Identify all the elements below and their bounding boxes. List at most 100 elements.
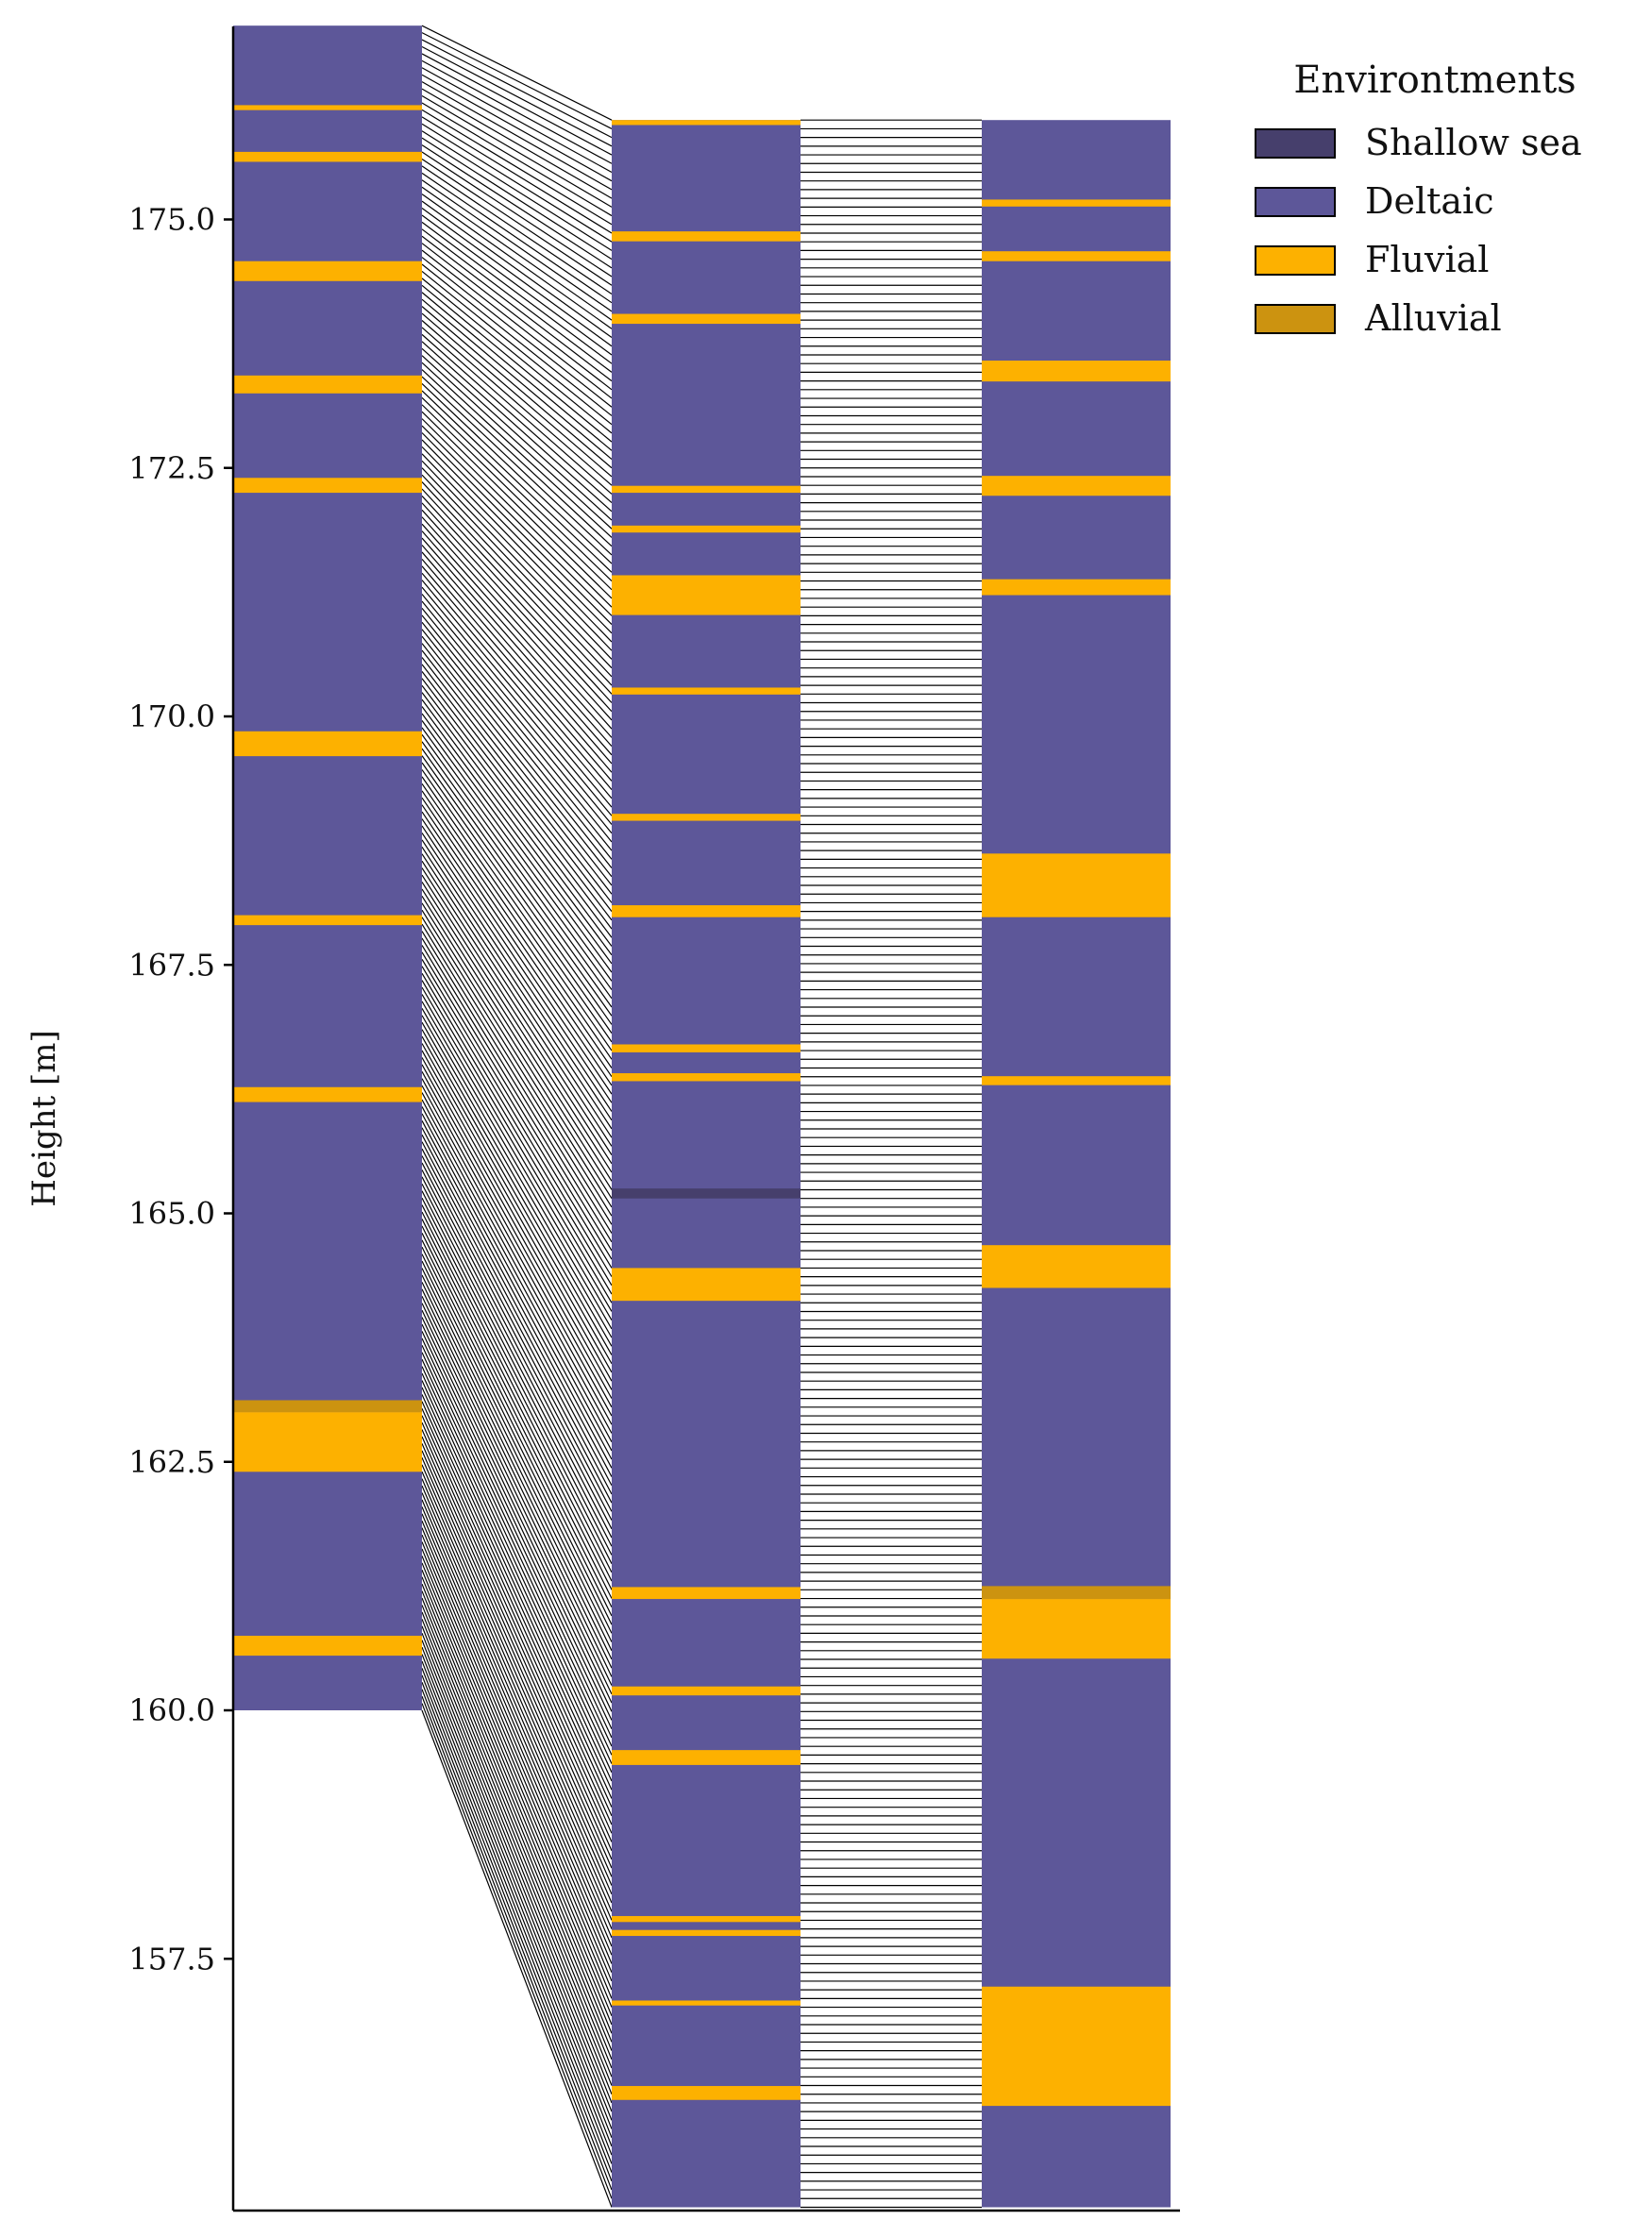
tie-line: [421, 45, 613, 147]
column-1: [233, 25, 422, 1710]
column-3: [982, 120, 1171, 2208]
tie-line: [421, 1204, 613, 1582]
tie-line: [421, 902, 613, 1208]
tie-line: [421, 1548, 613, 2008]
tie-line: [421, 896, 613, 1200]
tie-line: [421, 1303, 613, 1704]
tie-line: [421, 530, 613, 747]
tie-line: [421, 986, 613, 1312]
tie-line: [421, 1380, 613, 1799]
tie-line: [421, 1162, 613, 1530]
tie-line: [421, 1148, 613, 1512]
tie-line: [421, 1421, 613, 1851]
column-3-bed-6: [982, 853, 1171, 917]
tie-line: [421, 1337, 613, 1747]
tie-line: [421, 1556, 613, 2017]
tie-line: [421, 263, 613, 416]
tie-line: [421, 1597, 613, 2069]
column-3-bed-8: [982, 1245, 1171, 1288]
tie-line: [421, 1611, 613, 2086]
tie-line: [421, 355, 613, 530]
tie-line: [421, 692, 613, 947]
column-2: [612, 120, 801, 2208]
tie-line: [421, 432, 613, 626]
column-2-bed-12: [612, 1188, 801, 1199]
tie-line: [421, 1450, 613, 1886]
tie-line: [421, 516, 613, 730]
tie-line: [421, 888, 613, 1190]
tie-line: [421, 453, 613, 651]
tie-line: [421, 221, 613, 364]
tie-line: [421, 1689, 613, 2182]
tie-line: [421, 137, 613, 261]
y-tick-label: 157.5: [128, 1941, 215, 1976]
tie-line: [421, 966, 613, 1287]
tie-line: [421, 698, 613, 956]
tie-line: [421, 25, 613, 121]
tie-line: [421, 1239, 613, 1625]
tie-line: [421, 1534, 613, 1991]
tie-line: [421, 1682, 613, 2173]
column-1-bed-10: [233, 1412, 422, 1472]
tie-line: [421, 558, 613, 782]
tie-line: [421, 923, 613, 1234]
tie-line: [421, 460, 613, 660]
column-1-bed-8: [233, 1086, 422, 1102]
tie-line: [421, 320, 613, 486]
tie-line: [421, 1668, 613, 2156]
tie-line: [421, 200, 613, 339]
y-axis-label: Height [m]: [25, 1030, 63, 1207]
column-3-bed-11: [982, 1986, 1171, 2107]
tie-line: [421, 509, 613, 721]
tie-line: [421, 727, 613, 990]
tie-line: [421, 833, 613, 1121]
tie-line: [421, 278, 613, 434]
tie-line: [421, 411, 613, 599]
column-2-bed-20: [612, 2086, 801, 2100]
legend-label: Fluvial: [1365, 239, 1489, 280]
legend-swatch: [1255, 304, 1336, 334]
tie-lines-layer: [421, 25, 982, 2209]
column-2-bed-1: [612, 120, 801, 126]
tie-line: [421, 116, 613, 234]
tie-line: [421, 1605, 613, 2077]
tie-line: [421, 1120, 613, 1477]
tie-line: [421, 980, 613, 1304]
tie-line: [421, 684, 613, 938]
tie-line: [421, 425, 613, 616]
tie-line: [421, 931, 613, 1243]
tie-line: [421, 144, 613, 269]
tie-line: [421, 811, 613, 1095]
tie-line: [421, 586, 613, 816]
y-tick-label: 172.5: [128, 450, 215, 486]
column-3-bed-1: [982, 199, 1171, 207]
tie-line: [421, 1099, 613, 1452]
tie-line: [421, 1345, 613, 1756]
tie-line: [421, 446, 613, 643]
tie-line: [421, 1176, 613, 1547]
tie-line: [421, 1190, 613, 1564]
tie-line: [421, 1085, 613, 1434]
tie-line: [421, 243, 613, 391]
tie-line: [421, 1471, 613, 1912]
tie-line: [421, 1625, 613, 2104]
column-3-bed-7: [982, 1076, 1171, 1085]
tie-line: [421, 776, 613, 1051]
tie-line: [421, 629, 613, 868]
y-tick-label: 165.0: [128, 1196, 215, 1232]
tie-line: [421, 390, 613, 573]
column-2-bed-9: [612, 905, 801, 917]
tie-line: [421, 762, 613, 1034]
tie-line: [421, 1260, 613, 1652]
tie-line: [421, 1288, 613, 1686]
tie-line: [421, 1268, 613, 1660]
column-1-bed-2: [233, 151, 422, 162]
column-2-bed-13: [612, 1268, 801, 1302]
column-1-bed-1: [233, 105, 422, 110]
tie-line: [421, 945, 613, 1260]
tie-line: [421, 769, 613, 1043]
column-2-bed-15: [612, 1686, 801, 1696]
tie-line: [421, 1576, 613, 2043]
tie-line: [421, 783, 613, 1060]
